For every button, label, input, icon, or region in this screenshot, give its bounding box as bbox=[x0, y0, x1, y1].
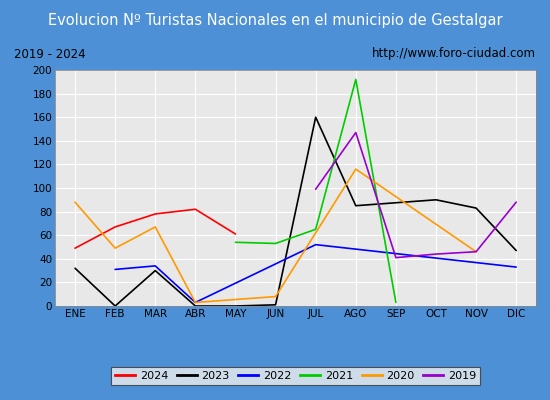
Text: 2019 - 2024: 2019 - 2024 bbox=[14, 48, 86, 60]
Text: http://www.foro-ciudad.com: http://www.foro-ciudad.com bbox=[372, 48, 536, 60]
Legend: 2024, 2023, 2022, 2021, 2020, 2019: 2024, 2023, 2022, 2021, 2020, 2019 bbox=[111, 366, 481, 386]
Text: Evolucion Nº Turistas Nacionales en el municipio de Gestalgar: Evolucion Nº Turistas Nacionales en el m… bbox=[48, 14, 502, 28]
